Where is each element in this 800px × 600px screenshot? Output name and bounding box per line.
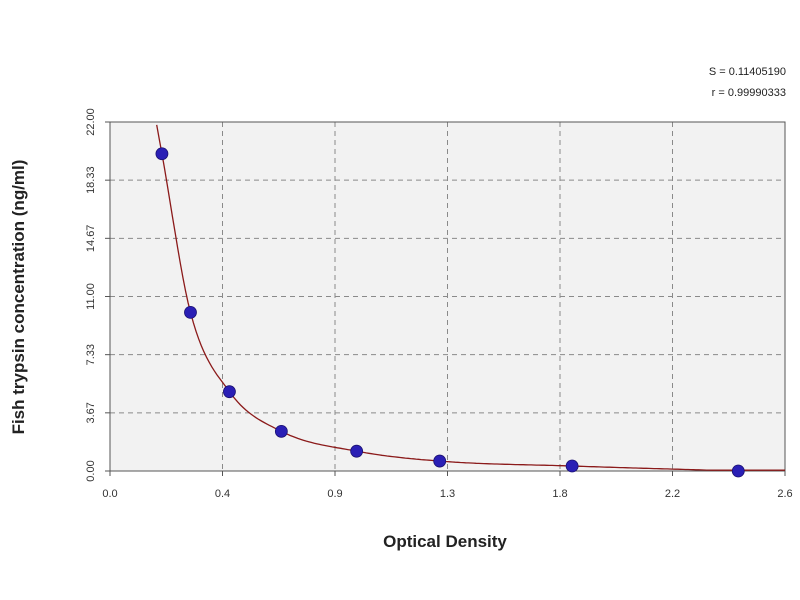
- grid-lines: [110, 122, 785, 471]
- x-tick-label: 2.6: [777, 488, 792, 500]
- data-point: [223, 385, 236, 399]
- y-tick-label: 14.67: [85, 225, 97, 253]
- y-axis-ticks: 0.00 3.67 7.33 11.00 14.67 18.33 22.00: [85, 108, 110, 482]
- data-point: [731, 464, 745, 478]
- y-tick-label: 18.33: [85, 166, 97, 194]
- data-point: [565, 459, 579, 473]
- y-tick-label: 3.67: [85, 402, 97, 423]
- x-tick-label: 0.9: [327, 488, 342, 500]
- y-tick-label: 11.00: [85, 283, 97, 310]
- data-point: [433, 454, 447, 468]
- data-point: [274, 424, 288, 438]
- x-axis-ticks: 0.0 0.4 0.9 1.3 1.8 2.2 2.6: [102, 471, 793, 500]
- y-tick-label: 22.00: [85, 108, 97, 136]
- y-tick-label: 0.00: [85, 460, 97, 481]
- y-tick-label: 7.33: [85, 344, 97, 365]
- fitted-curve: [156, 124, 785, 471]
- data-point: [155, 147, 169, 161]
- x-tick-label: 1.3: [440, 488, 455, 500]
- stat-r-value: r = 0.99990333: [712, 87, 786, 99]
- stat-s-value: S = 0.11405190: [709, 66, 786, 78]
- x-tick-label: 1.8: [552, 488, 567, 500]
- data-points: [155, 147, 745, 478]
- x-axis-title: Optical Density: [383, 532, 507, 551]
- x-tick-label: 0.0: [102, 488, 117, 500]
- data-point: [350, 444, 364, 458]
- x-tick-label: 2.2: [665, 488, 680, 500]
- y-axis-title: Fish trypsin concentration (ng/ml): [9, 160, 28, 435]
- data-point: [184, 305, 197, 319]
- x-tick-label: 0.4: [215, 488, 230, 500]
